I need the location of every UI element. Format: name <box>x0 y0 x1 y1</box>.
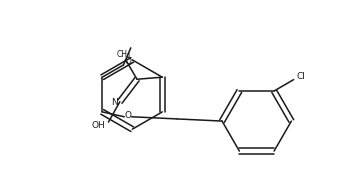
Text: Cl: Cl <box>296 72 306 81</box>
Text: O: O <box>124 111 131 120</box>
Text: N: N <box>111 98 118 107</box>
Text: OH: OH <box>92 121 105 130</box>
Text: O: O <box>124 57 131 66</box>
Text: CH₃: CH₃ <box>117 50 131 59</box>
